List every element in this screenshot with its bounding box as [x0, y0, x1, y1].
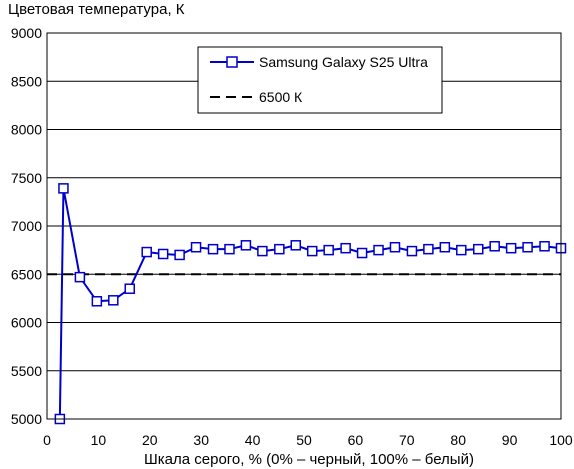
x-tick-label: 40: [245, 432, 261, 448]
data-point: [406, 245, 418, 257]
x-tick-label: 60: [348, 432, 364, 448]
x-tick-label: 0: [43, 432, 51, 448]
x-tick-label: 20: [142, 432, 158, 448]
data-point: [373, 244, 384, 256]
data-point: [124, 283, 136, 294]
series-line-galaxy-s25-ultra: [58, 188, 562, 420]
data-point: [489, 241, 500, 252]
data-point: [207, 243, 219, 255]
y-tick-label: 9000: [11, 25, 42, 41]
data-point: [190, 241, 202, 253]
data-point: [472, 243, 484, 255]
data-point: [539, 241, 550, 252]
data-point: [141, 246, 152, 258]
y-tick-label: 8500: [11, 73, 42, 89]
y-tick-label: 6000: [11, 315, 42, 331]
y-tick-label: 6500: [11, 266, 42, 282]
data-point: [456, 244, 467, 256]
data-point: [423, 243, 434, 255]
legend-label-6500k: 6500 К: [259, 89, 303, 105]
x-tick-label: 30: [193, 432, 209, 448]
x-tick-label: 100: [549, 432, 573, 448]
plot-area-frame: [46, 32, 562, 420]
legend-label-galaxy-s25-ultra: Samsung Galaxy S25 Ultra: [259, 54, 428, 70]
legend-box: [197, 46, 443, 114]
y-tick-label: 7000: [11, 218, 42, 234]
data-point: [505, 242, 517, 254]
legend: Samsung Galaxy S25 Ultra 6500 К: [197, 46, 443, 114]
data-point: [74, 271, 86, 283]
x-tick-label: 50: [296, 432, 312, 448]
data-point: [91, 296, 103, 307]
data-point: [274, 243, 285, 255]
data-point: [108, 295, 119, 306]
x-tick-label: 90: [502, 432, 518, 448]
data-point: [257, 245, 268, 257]
data-point: [157, 248, 169, 260]
data-point: [389, 241, 401, 253]
data-point: [58, 183, 69, 194]
data-point: [174, 249, 185, 261]
y-tick-labels: 5000 5500 6000 6500 7000 7500 8000 8500 9000: [11, 25, 42, 427]
x-tick-labels: 0 10 20 30 40 50 60 70 80 90 100: [43, 432, 573, 448]
data-point: [323, 244, 334, 256]
legend-marker-square: [226, 56, 238, 68]
data-point: [240, 240, 252, 251]
x-tick-label: 70: [399, 432, 415, 448]
y-tick-label: 5500: [11, 363, 42, 379]
x-axis-title: Шкала серого, % (0% – черный, 100% – бел…: [144, 451, 474, 468]
x-tick-label: 10: [91, 432, 107, 448]
data-point: [290, 240, 302, 251]
y-tick-label: 7500: [11, 170, 42, 186]
y-tick-label: 8000: [11, 122, 42, 138]
x-tick-label: 80: [450, 432, 466, 448]
data-point: [439, 241, 451, 253]
data-point: [224, 243, 235, 255]
y-axis-title: Цветовая температура, К: [8, 1, 185, 18]
y-tick-label: 5000: [11, 411, 42, 427]
data-point: [340, 242, 351, 254]
data-point: [522, 241, 533, 253]
data-point: [306, 245, 318, 257]
data-point: [356, 247, 368, 259]
series-layer: [47, 183, 567, 425]
